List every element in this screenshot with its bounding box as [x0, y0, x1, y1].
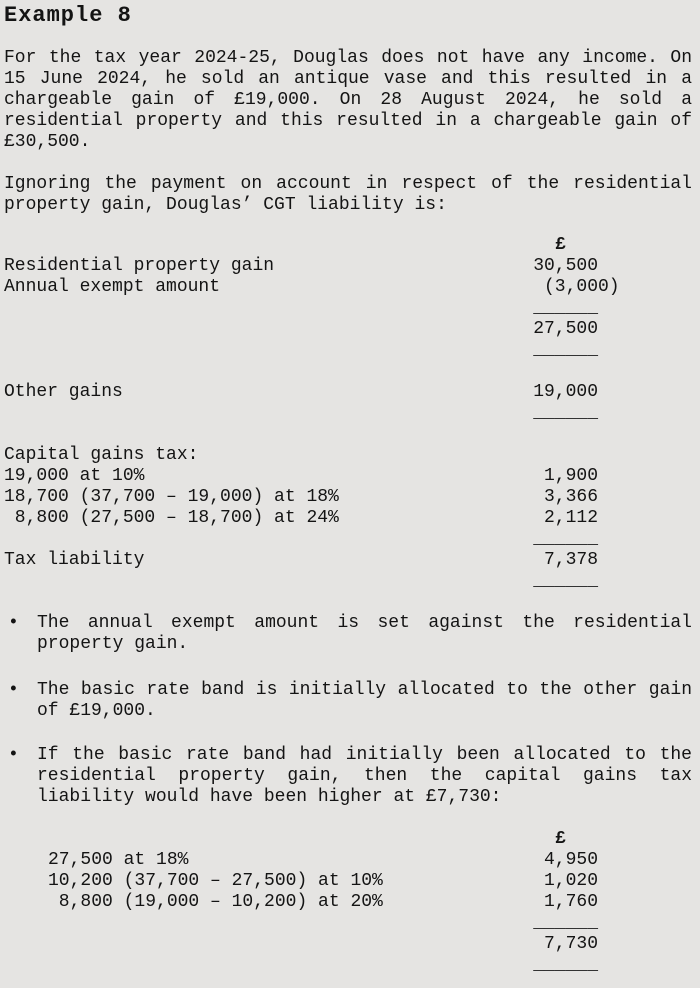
currency-header: £ [555, 235, 566, 255]
table-row: 8,800 (19,000 – 10,200) at 20% 1,760 [4, 892, 692, 913]
row-label: 19,000 at 10% [4, 466, 145, 486]
note-line: of £19,000. [37, 701, 156, 721]
row-label: Annual exempt amount [4, 277, 221, 297]
table-header-row: £ [4, 235, 692, 256]
row-label: 18,700 (37,700 – 19,000) at 18% [4, 487, 339, 507]
table-row: Tax liability 7,378 [4, 550, 692, 571]
total-rule: ______ [4, 340, 692, 361]
paragraph-line: £30,500. [4, 132, 91, 152]
row-amount: 7,378 [543, 550, 598, 570]
alternative-cgt-table: £ 27,500 at 18% 4,950 10,200 (37,700 – 2… [4, 829, 692, 976]
row-label: Capital gains tax: [4, 445, 199, 465]
intro-paragraph: For the tax year 2024-25, Douglas does n… [4, 48, 692, 153]
note-line: The annual exempt amount is set against … [37, 613, 692, 633]
row-amount: 19,000 [533, 382, 598, 402]
table-row: Other gains 19,000 [4, 382, 692, 403]
table-row: Residential property gain 30,500 [4, 256, 692, 277]
bullet-icon: • [8, 680, 19, 700]
row-amount: 1,020 [543, 871, 598, 891]
table-row: 27,500 [4, 319, 692, 340]
list-item: • The basic rate band is initially alloc… [4, 680, 692, 722]
paragraph-line: For the tax year 2024-25, Douglas does n… [4, 48, 692, 68]
row-label: 8,800 (19,000 – 10,200) at 20% [48, 892, 383, 912]
page-title: Example 8 [4, 3, 132, 28]
row-amount: (3,000) [544, 277, 620, 297]
total-rule: ______ [4, 955, 692, 976]
total-rule: ______ [4, 529, 692, 550]
rule-line: ______ [533, 340, 598, 360]
table-row: 19,000 at 10% 1,900 [4, 466, 692, 487]
table-row: 8,800 (27,500 – 18,700) at 24% 2,112 [4, 508, 692, 529]
blank-line [4, 361, 692, 382]
total-rule: ______ [4, 298, 692, 319]
row-label: 8,800 (27,500 – 18,700) at 24% [4, 508, 339, 528]
paragraph-line: 15 June 2024, he sold an antique vase an… [4, 69, 692, 89]
liability-intro-paragraph: Ignoring the payment on account in respe… [4, 174, 692, 216]
rule-line: ______ [533, 403, 598, 423]
total-rule: ______ [4, 403, 692, 424]
table-row: 10,200 (37,700 – 27,500) at 10% 1,020 [4, 871, 692, 892]
note-line: If the basic rate band had initially bee… [37, 745, 692, 765]
row-amount: 2,112 [543, 508, 598, 528]
notes-list: • The annual exempt amount is set agains… [4, 613, 692, 808]
note-line: residential property gain, then the capi… [37, 766, 692, 786]
table-row: Capital gains tax: [4, 445, 692, 466]
row-amount [533, 445, 598, 466]
note-line: property gain. [37, 634, 189, 654]
rule-line: ______ [533, 571, 598, 591]
paragraph-line: residential property and this resulted i… [4, 111, 692, 131]
blank-line [4, 424, 692, 445]
cgt-statement-table: £ Residential property gain 30,500 Annua… [4, 235, 692, 592]
table-row: 18,700 (37,700 – 19,000) at 18% 3,366 [4, 487, 692, 508]
row-amount: 27,500 [533, 319, 598, 339]
table-header-row: £ [4, 829, 692, 850]
paragraph-line: property gain, Douglas’ CGT liability is… [4, 195, 447, 215]
row-amount: 7,730 [543, 934, 598, 954]
paragraph-line: chargeable gain of £19,000. On 28 August… [4, 90, 692, 110]
rule-line: ______ [533, 529, 598, 549]
row-label: 27,500 at 18% [48, 850, 189, 870]
total-rule: ______ [4, 913, 692, 934]
bullet-icon: • [8, 745, 19, 765]
note-line: The basic rate band is initially allocat… [37, 680, 692, 700]
list-item: • The annual exempt amount is set agains… [4, 613, 692, 655]
row-amount: 4,950 [543, 850, 598, 870]
row-label: Tax liability [4, 550, 145, 570]
table-row: 27,500 at 18% 4,950 [4, 850, 692, 871]
total-rule: ______ [4, 571, 692, 592]
bullet-icon: • [8, 613, 19, 633]
rule-line: ______ [533, 298, 598, 318]
row-amount: 1,760 [543, 892, 598, 912]
table-row: 7,730 [4, 934, 692, 955]
row-amount: 1,900 [543, 466, 598, 486]
rule-line: ______ [533, 955, 598, 975]
row-amount: 3,366 [543, 487, 598, 507]
note-line: liability would have been higher at £7,7… [37, 787, 502, 807]
row-amount: 30,500 [533, 256, 598, 276]
row-label: Residential property gain [4, 256, 275, 276]
table-row: Annual exempt amount (3,000) [4, 277, 692, 298]
list-item: • If the basic rate band had initially b… [4, 745, 692, 808]
rule-line: ______ [533, 913, 598, 933]
row-label: Other gains [4, 382, 123, 402]
row-label: 10,200 (37,700 – 27,500) at 10% [48, 871, 383, 891]
paragraph-line: Ignoring the payment on account in respe… [4, 174, 692, 194]
currency-header: £ [555, 829, 566, 849]
